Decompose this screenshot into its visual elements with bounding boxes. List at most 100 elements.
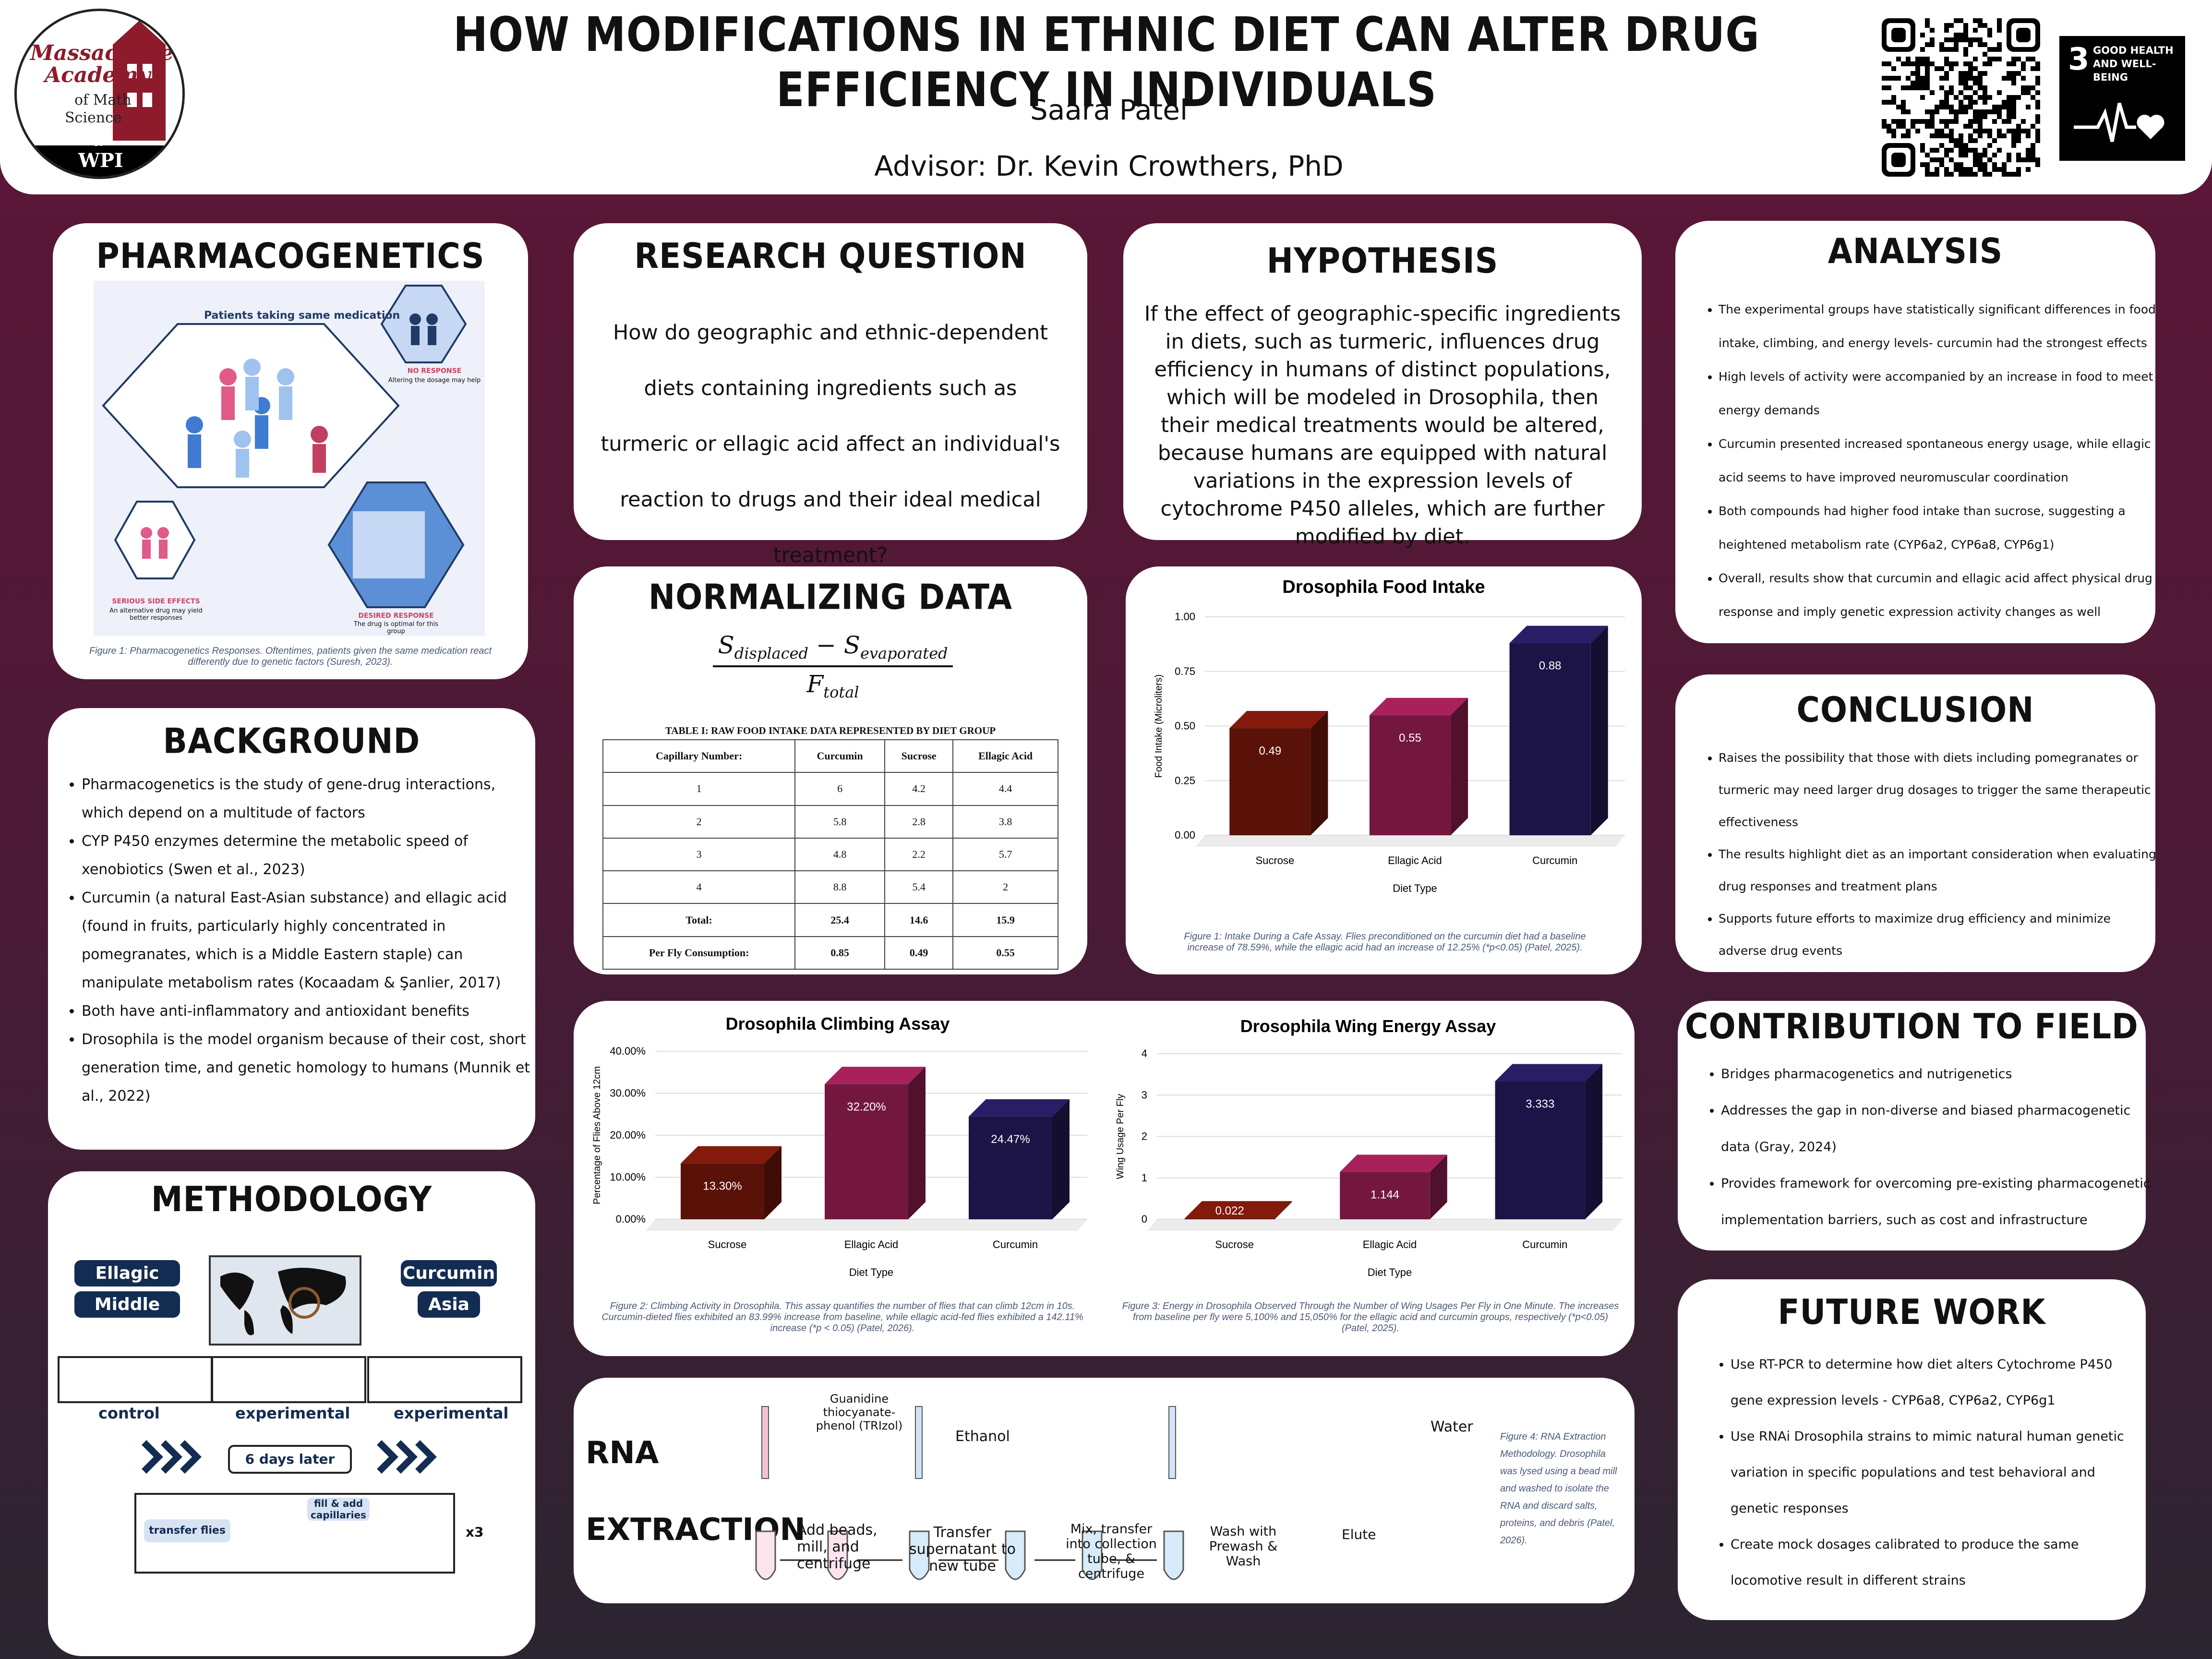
chart-data-label: 24.47% [991,1133,1030,1146]
chart-bar [1340,1172,1430,1219]
future-work-list: Use RT-PCR to determine how diet alters … [1707,1346,2143,1599]
rna-extraction-panel: RNA EXTRACTION Guanidine thiocyanate-phe… [574,1378,1635,1603]
assay-charts-panel: Drosophila Climbing Assay 0.00% 10.00% 20.0… [574,1001,1635,1356]
rna-heading-1: RNA [586,1435,659,1471]
advisor-name: Advisor: Dr. Kevin Crowthers, PhD [874,150,1344,182]
chart-bar-side [1585,1064,1603,1219]
table-row: 3 4.8 2.2 5.7 [602,837,1058,872]
x-category-label: Ellagic Acid [1388,854,1442,866]
table-cell: 2.2 [884,837,954,872]
table-cell: 8.8 [794,870,885,904]
formula-f: F [806,670,824,698]
table-cell: Per Fly Consumption: [602,936,796,970]
qr-code[interactable] [1882,18,2040,177]
background-list: Pharmacogenetics is the study of gene-dr… [58,770,538,1110]
chip-ellagic-acid: Ellagic Acid [74,1260,180,1310]
normalizing-formula: Sdisplaced − Sevaporated Ftotal [713,631,953,701]
table-cell: 1 [602,772,796,806]
analysis-list: The experimental groups have statistical… [1695,293,2160,629]
table-cell: Total: [602,903,796,937]
chart-data-label: 0.022 [1215,1204,1244,1217]
formula-s1: S [718,631,734,659]
chart-bar [1369,715,1451,835]
chart-bar-top [1509,625,1608,643]
fill-add-label: fill & add capillaries [307,1498,370,1521]
y-tick-label: 4 [1142,1047,1147,1059]
chart-bar-top [1495,1064,1603,1082]
chevron-arrows-icon [142,1440,437,1474]
logo-text-wpi: WPI [78,149,123,172]
chip-asia: Asia [418,1291,480,1318]
y-axis-title: Wing Usage Per Fly [1115,1094,1126,1179]
no-response-label: NO RESPONSE [407,367,462,375]
chart-bar-side [764,1146,781,1219]
step-add-beads: Add beads, mill, and centrifuge [797,1522,878,1572]
chart-bar-side [1430,1154,1447,1219]
x-category-label: Curcumin [993,1238,1038,1250]
chip-middle-east: Middle East [74,1291,180,1341]
chart-bar-side [1310,711,1328,835]
x-axis-title: Diet Type [1368,1266,1412,1278]
wing-caption: Figure 3: Energy in Drosophila Observed … [1122,1301,1619,1334]
experimental-label-2: experimental [394,1404,509,1422]
chart-bar-top [969,1099,1070,1117]
conclusion-list: Raises the possibility that those with d… [1695,742,2160,967]
logo-text-of-math: of Math [74,92,132,108]
chart-data-label: 13.30% [703,1180,742,1193]
formula-s2: S [843,631,861,659]
chart-bar [1509,643,1591,835]
reagent-water: Water [1431,1419,1473,1435]
conclusion-item: The results highlight diet as an importa… [1719,838,2160,902]
x-category-label: Ellagic Acid [844,1238,899,1250]
contribution-list: Bridges pharmacogenetics and nutrigeneti… [1697,1056,2153,1238]
reagent-ethanol: Ethanol [955,1428,1010,1445]
step-transfer: Transfer supernatant to new tube [909,1524,1016,1575]
future-work-item: Create mock dosages calibrated to produc… [1731,1527,2143,1599]
chart-bar-top [1340,1154,1447,1172]
background-item: Curcumin (a natural East-Asian substance… [82,884,538,997]
table-title: TABLE I: RAW FOOD INTAKE DATA REPRESENTE… [665,725,996,736]
normalizing-panel: NORMALIZING DATA Sdisplaced − Sevaporate… [574,566,1087,974]
rna-caption: Figure 4: RNA Extraction Methodology. Dr… [1500,1431,1617,1546]
table-header-cell: Ellagic Acid [952,739,1058,773]
background-heading: BACKGROUND [163,721,421,761]
table-row: 4 8.8 5.4 2 [602,870,1058,904]
serious-sub: An alternative drug may yield better res… [109,607,203,622]
chart-data-label: 1.144 [1370,1188,1399,1201]
table-cell: 3 [602,837,796,872]
x-category-label: Ellagic Acid [1363,1238,1417,1250]
chart-bar-top [681,1146,781,1164]
serious-label: SERIOUS SIDE EFFECTS [112,598,200,605]
table-row: Total: 25.4 14.6 15.9 [602,903,1058,937]
step-elute: Elute [1342,1527,1376,1542]
background-panel: BACKGROUND Pharmacogenetics is the study… [48,708,535,1150]
table-cell: 0.85 [794,936,885,970]
table-cell: 2.8 [884,805,954,839]
table-cell: 4.2 [884,772,954,806]
y-tick-label: 0 [1142,1213,1147,1225]
chart-data-label: 0.55 [1399,732,1421,745]
formula-sub-evaporated: evaporated [860,644,948,662]
future-work-panel: FUTURE WORK Use RT-PCR to determine how … [1678,1279,2146,1620]
x-category-label: Sucrose [708,1238,747,1250]
formula-sub-displaced: displaced [734,644,809,662]
table-cell: 14.6 [884,903,954,937]
x-axis-title: Diet Type [849,1266,894,1278]
chart-bar-top [1184,1201,1292,1219]
chart-data-label: 32.20% [847,1100,886,1113]
future-work-item: Use RT-PCR to determine how diet alters … [1731,1346,2143,1419]
pharmacogenetics-heading: PHARMACOGENETICS [96,236,485,276]
y-tick-label: 40.00% [610,1045,646,1057]
y-tick-label: 0.00% [616,1213,646,1225]
x-category-label: Sucrose [1255,854,1294,866]
poster-title: HOW MODIFICATIONS IN ETHNIC DIET CAN ALT… [453,7,1760,118]
academy-logo: Massachusetts Academy of Math Science at… [14,9,185,179]
control-label: control [98,1404,160,1422]
rna-workflow-diagram [755,1406,1184,1580]
sdg-label: GOOD HEALTH AND WELL-BEING [2093,45,2174,83]
logo-text-academy: Academy [45,63,151,87]
table-cell: 5.4 [884,870,954,904]
table-cell: 15.9 [952,903,1058,937]
conclusion-item: Supports future efforts to maximize drug… [1719,902,2160,967]
chart-bar-top [1369,697,1468,715]
